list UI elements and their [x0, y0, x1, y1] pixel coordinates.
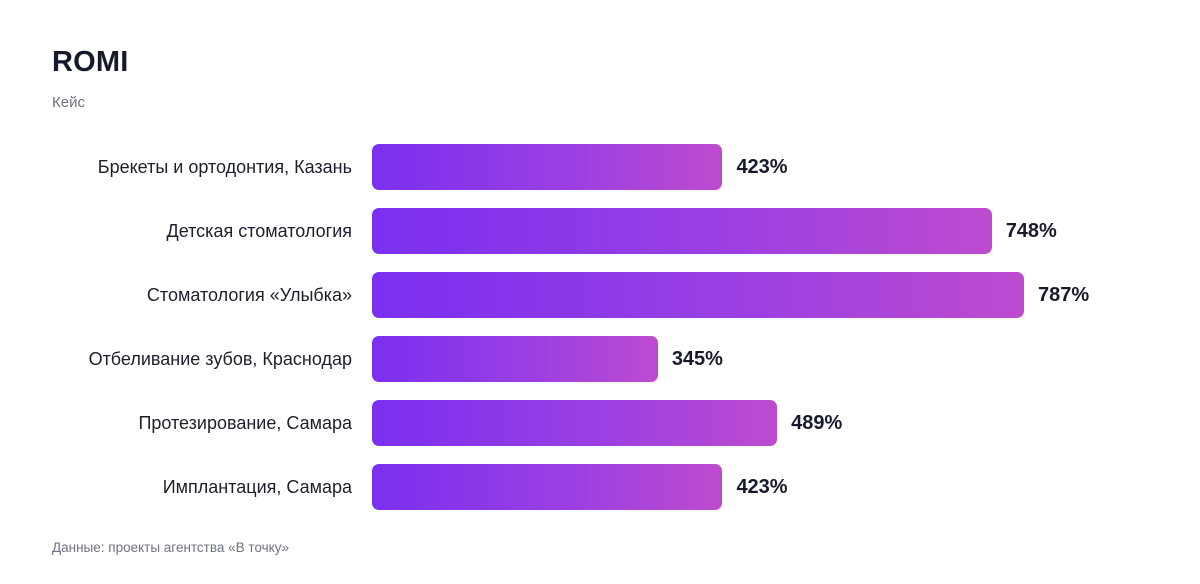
chart-title: ROMI — [52, 46, 129, 78]
bar-row: Стоматология «Улыбка» 787% — [0, 272, 1200, 318]
value-label: 787% — [1038, 284, 1090, 306]
bar-row: Протезирование, Самара 489% — [0, 400, 1200, 446]
bar-row: Брекеты и ортодонтия, Казань 423% — [0, 144, 1200, 190]
value-label: 423% — [736, 156, 788, 178]
bar — [372, 144, 723, 190]
category-label: Детская стоматология — [166, 221, 352, 241]
category-label: Отбеливание зубов, Краснодар — [88, 349, 352, 369]
bar-row: Отбеливание зубов, Краснодар 345% — [0, 336, 1200, 382]
bar — [372, 208, 992, 254]
category-label: Стоматология «Улыбка» — [146, 285, 352, 305]
bar — [372, 400, 778, 446]
category-label: Брекеты и ортодонтия, Казань — [97, 157, 352, 177]
bar — [372, 272, 1024, 318]
bar-row: Детская стоматология 748% — [0, 208, 1200, 254]
value-label: 423% — [736, 476, 788, 498]
value-label: 345% — [671, 348, 723, 370]
category-label: Протезирование, Самара — [138, 413, 352, 433]
value-label: 748% — [1005, 220, 1057, 242]
value-label: 489% — [791, 412, 843, 434]
bar — [372, 464, 723, 510]
bar — [372, 336, 658, 382]
chart-source-note: Данные: проекты агентства «В точку» — [52, 540, 290, 555]
bar-row: Имплантация, Самара 423% — [0, 464, 1200, 510]
chart-subtitle: Кейс — [52, 94, 85, 111]
category-label: Имплантация, Самара — [162, 477, 352, 497]
